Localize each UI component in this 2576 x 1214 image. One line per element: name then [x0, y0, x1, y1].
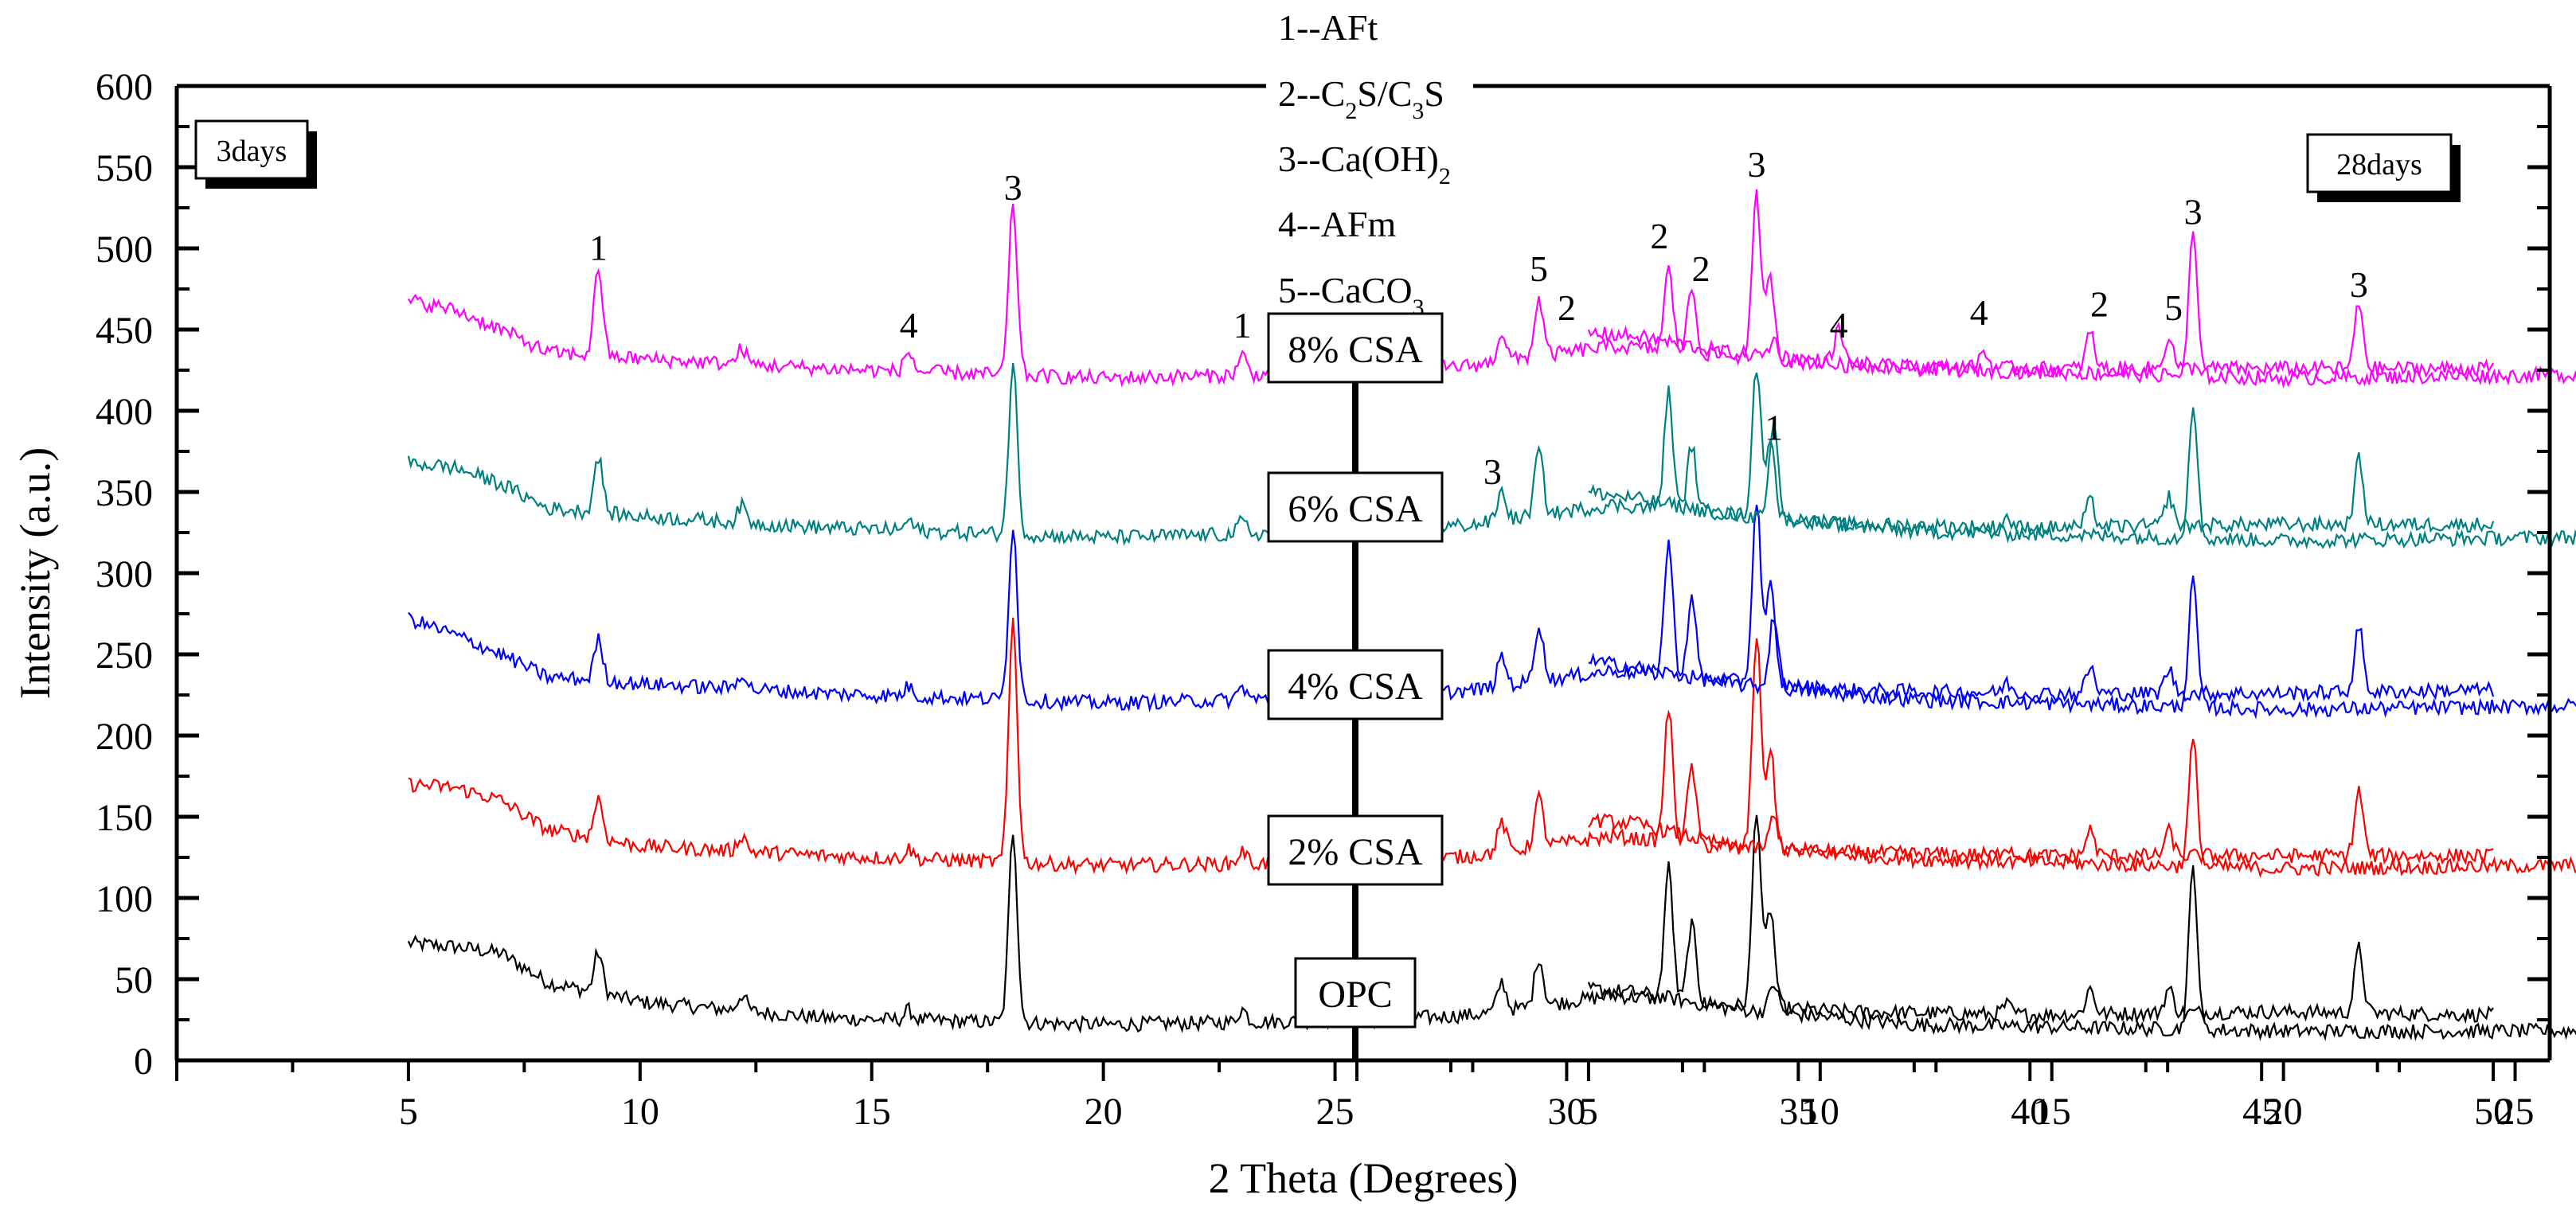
peak-label-5: 5 [1530, 248, 1548, 289]
peak-label-2: 2 [1558, 287, 1576, 328]
series-label-8-csa: 8% CSA [1267, 312, 1444, 384]
legend-entry-aft: 1--AFt [1278, 7, 1378, 48]
x-tick-label: 20 [2265, 1091, 2303, 1133]
x-tick-label: 35 [1779, 1091, 1817, 1133]
series-label-text: OPC [1318, 974, 1392, 1016]
series-line-28days-6-csa [1588, 407, 2576, 550]
peak-label-4: 4 [1970, 292, 1988, 333]
series-label-box [1267, 814, 1444, 886]
series-label-6-csa: 6% CSA [1267, 471, 1444, 543]
y-tick-label: 200 [96, 716, 153, 758]
series-line-3days-4-csa [408, 505, 2495, 713]
peak-label-2: 2 [1650, 216, 1668, 256]
phase-legend: 1--AFt 2--C2S/C3S 3--Ca(OH)2 4--AFm 5--C… [1266, 0, 1473, 330]
series-line-28days-opc [1587, 865, 2576, 1042]
y-tick-label: 400 [96, 391, 153, 433]
y-tick-label: 150 [96, 797, 153, 839]
y-tick-label: 250 [96, 634, 153, 677]
y-tick-label: 600 [96, 66, 153, 108]
x-tick-label: 25 [2496, 1091, 2535, 1133]
peak-label-4: 4 [900, 305, 918, 345]
y-tick-label: 300 [96, 553, 153, 595]
series-line-3days-opc [407, 814, 2494, 1034]
peak-label-3: 3 [2184, 191, 2203, 232]
x-tick-label: 10 [1801, 1091, 1839, 1133]
peak-label-2: 2 [2090, 284, 2109, 325]
panel-label-28days-text: 28days [2336, 148, 2422, 182]
series-label-text: 8% CSA [1288, 329, 1423, 371]
y-axis-title: Intensity (a.u.) [11, 447, 59, 699]
x-axis-title: 2 Theta (Degrees) [1209, 1154, 1519, 1202]
x-tick-label: 30 [1547, 1091, 1585, 1133]
y-tick-label: 450 [96, 310, 153, 352]
legend-entry-afm: 4--AFm [1278, 204, 1396, 244]
x-tick-label: 5 [399, 1091, 418, 1133]
series-line-3days-6-csa [407, 362, 2495, 546]
panel-label-3days-text: 3days [217, 135, 287, 168]
series-label-text: 6% CSA [1288, 488, 1423, 530]
peak-label-2: 2 [1692, 248, 1710, 289]
series-labels: OPC 2% CSA 4% CSA 6% CSA 8% CSA [1267, 312, 1444, 1029]
series-label-box [1267, 312, 1444, 384]
x-tick-label: 5 [1579, 1091, 1598, 1133]
y-tick-label: 350 [96, 472, 153, 514]
y-tick-label: 0 [134, 1040, 153, 1083]
series-layer [407, 189, 2576, 1042]
y-tick-label: 500 [96, 228, 153, 271]
series-label-text: 4% CSA [1288, 666, 1423, 708]
x-tick-label: 40 [2011, 1091, 2049, 1133]
y-tick-label: 550 [96, 147, 153, 189]
y-tick-label: 100 [96, 878, 153, 920]
panel-label-3days: 3days [194, 119, 317, 189]
panel-label-28days: 28days [2306, 133, 2461, 202]
series-label-4-csa: 4% CSA [1267, 649, 1444, 720]
peak-label-5: 5 [2164, 287, 2183, 328]
x-tick-label: 45 [2242, 1091, 2281, 1133]
x-tick-label: 50 [2474, 1091, 2512, 1133]
series-label-box [1267, 649, 1444, 720]
x-tick-label: 15 [853, 1091, 891, 1133]
series-label-text: 2% CSA [1288, 831, 1423, 873]
peak-label-1: 1 [1233, 305, 1252, 345]
series-line-28days-8-csa [1587, 231, 2576, 389]
peak-annotations: 14315222342533433235315 [589, 144, 2368, 492]
peak-label-1: 1 [589, 227, 608, 267]
series-line-3days-2-csa [408, 617, 2494, 876]
peak-label-3: 3 [2350, 264, 2368, 305]
x-tick-label: 10 [621, 1091, 659, 1133]
x-tick-label: 25 [1316, 1091, 1354, 1133]
x-tick-label: 20 [1085, 1091, 1123, 1133]
peak-label-3: 3 [1004, 167, 1022, 208]
peak-label-3: 3 [1483, 451, 1502, 492]
series-line-28days-4-csa [1588, 576, 2576, 720]
y-tick-label: 50 [115, 959, 153, 1001]
series-line-28days-2-csa [1588, 739, 2576, 878]
x-tick-label: 15 [2033, 1091, 2071, 1133]
series-label-2-csa: 2% CSA [1267, 814, 1444, 886]
series-label-box [1294, 957, 1417, 1029]
peak-label-4: 4 [1830, 305, 1848, 345]
peak-label-1: 1 [1765, 408, 1783, 448]
series-label-box [1267, 471, 1444, 543]
peak-label-3: 3 [1747, 144, 1765, 185]
series-label-opc: OPC [1294, 957, 1417, 1029]
